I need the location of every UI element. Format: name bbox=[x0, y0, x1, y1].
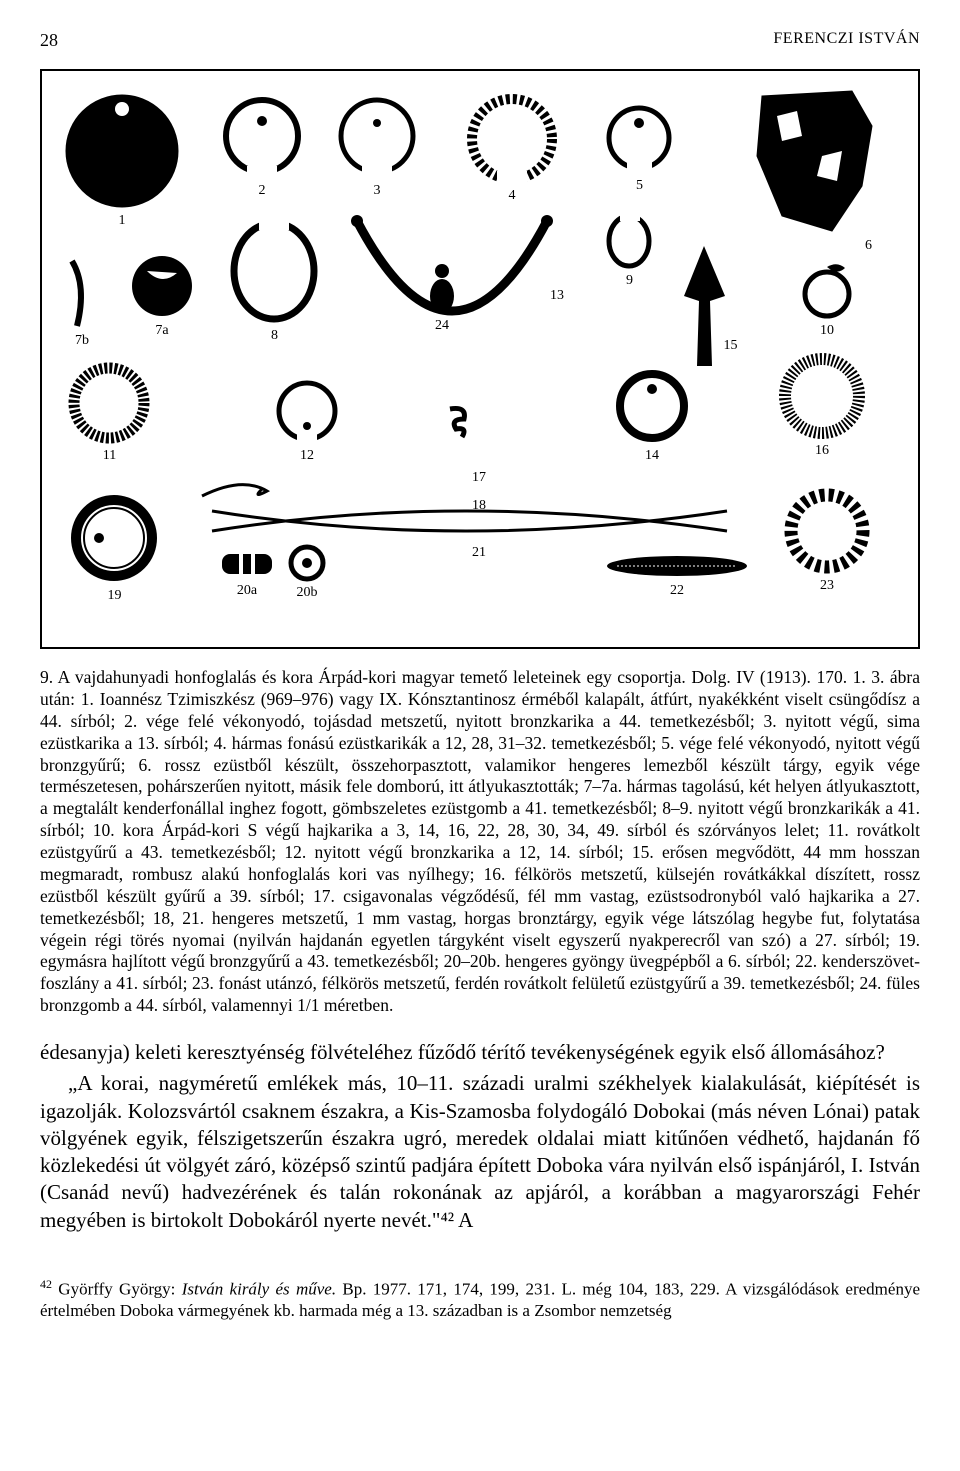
artifact-16: 16 bbox=[777, 351, 867, 459]
open-ring-icon bbox=[227, 216, 322, 326]
artifact-19: 19 bbox=[67, 491, 162, 604]
bead-end-icon bbox=[287, 543, 327, 583]
footnote-text-lead: Györffy György: bbox=[58, 1280, 181, 1299]
overlap-ring-icon bbox=[67, 491, 162, 586]
figure-label: 22 bbox=[670, 583, 684, 599]
fragment-icon bbox=[67, 256, 97, 331]
figure-label: 7a bbox=[155, 323, 168, 339]
artifact-24: 24 bbox=[427, 261, 457, 334]
open-ring-icon bbox=[332, 91, 422, 181]
textile-fragment-icon bbox=[602, 551, 752, 581]
artifact-12: 12 bbox=[272, 376, 342, 464]
figure-label: 9 bbox=[626, 273, 633, 289]
page-number: 28 bbox=[40, 30, 58, 51]
footnote: 42 Györffy György: István király és műve… bbox=[40, 1277, 920, 1321]
figure-plate: 1 2 3 4 bbox=[40, 69, 920, 649]
artifact-14: 14 bbox=[612, 366, 692, 464]
button-icon bbox=[127, 251, 197, 321]
figure-label: 15 bbox=[724, 338, 738, 354]
figure-label: 20b bbox=[297, 585, 318, 601]
page: 28 FERENCZI ISTVÁN 1 2 bbox=[0, 0, 960, 1361]
notched-ring-icon bbox=[777, 351, 867, 441]
figure-label: 23 bbox=[820, 578, 834, 594]
figure-label: 19 bbox=[108, 588, 122, 604]
running-header: 28 FERENCZI ISTVÁN bbox=[40, 30, 920, 51]
disc-icon bbox=[62, 91, 182, 211]
figure-label: 1 bbox=[119, 213, 126, 229]
svg-text:21: 21 bbox=[472, 545, 486, 560]
twisted-ring-icon bbox=[782, 486, 872, 576]
body-paragraph-1: édesanyja) keleti keresztyénség fölvétel… bbox=[40, 1039, 920, 1066]
artifact-10: 10 bbox=[797, 256, 857, 339]
running-author: FERENCZI ISTVÁN bbox=[773, 30, 920, 51]
open-ring-icon bbox=[217, 91, 307, 181]
bead-icon bbox=[217, 546, 277, 581]
artifact-7a: 7a bbox=[127, 251, 197, 339]
twisted-ring-icon bbox=[462, 91, 562, 186]
figure-label: 7b bbox=[75, 333, 89, 349]
artifact-5: 5 bbox=[602, 101, 677, 194]
figure-label: 13 bbox=[550, 288, 564, 304]
artifact-22: 22 bbox=[602, 551, 752, 599]
artifact-23: 23 bbox=[782, 486, 872, 594]
svg-text:17: 17 bbox=[472, 470, 486, 485]
s-ring-icon bbox=[797, 256, 857, 321]
artifact-7b: 7b bbox=[67, 256, 97, 349]
footnote-italic-title: István király és műve. bbox=[182, 1280, 336, 1299]
artifact-2: 2 bbox=[217, 91, 307, 199]
crushed-object-icon bbox=[742, 86, 882, 236]
artifact-20b: 20b bbox=[287, 543, 327, 601]
coil-icon bbox=[442, 401, 477, 441]
artifact-11: 11 bbox=[67, 361, 152, 464]
body-text: édesanyja) keleti keresztyénség fölvétel… bbox=[40, 1039, 920, 1234]
figure-label: 6 bbox=[865, 238, 872, 254]
figure-label: 10 bbox=[820, 323, 834, 339]
artifact-4: 4 bbox=[462, 91, 562, 204]
figure-label: 20a bbox=[237, 583, 257, 599]
body-paragraph-2: „A korai, nagyméretű emlékek más, 10–11.… bbox=[40, 1070, 920, 1234]
open-ring-icon bbox=[272, 376, 342, 446]
artifact-3: 3 bbox=[332, 91, 422, 199]
figure-label: 5 bbox=[636, 178, 643, 194]
arrowhead-icon bbox=[677, 241, 732, 376]
figure-label: 2 bbox=[259, 183, 266, 199]
pendant-icon bbox=[427, 261, 457, 316]
figure-caption: 9. A vajdahunyadi honfoglalás és kora Ár… bbox=[40, 667, 920, 1017]
artifact-1: 1 bbox=[62, 91, 182, 229]
footnote-marker: 42 bbox=[40, 1277, 52, 1291]
figure-label: 3 bbox=[374, 183, 381, 199]
open-ring-icon bbox=[602, 101, 677, 176]
footnote-rule bbox=[40, 1268, 920, 1269]
artifact-9: 9 bbox=[602, 211, 657, 289]
figure-label: 24 bbox=[435, 318, 449, 334]
artifact-6: 6 bbox=[742, 86, 882, 254]
artifact-small-coil bbox=[442, 401, 477, 443]
ring-icon bbox=[612, 366, 692, 446]
figure-label: 11 bbox=[103, 448, 116, 464]
artifact-20a: 20a bbox=[217, 546, 277, 599]
open-ring-icon bbox=[602, 211, 657, 271]
notched-ring-icon bbox=[67, 361, 152, 446]
figure-label: 8 bbox=[271, 328, 278, 344]
artifact-8: 8 bbox=[227, 216, 322, 344]
figure-label: 16 bbox=[815, 443, 829, 459]
